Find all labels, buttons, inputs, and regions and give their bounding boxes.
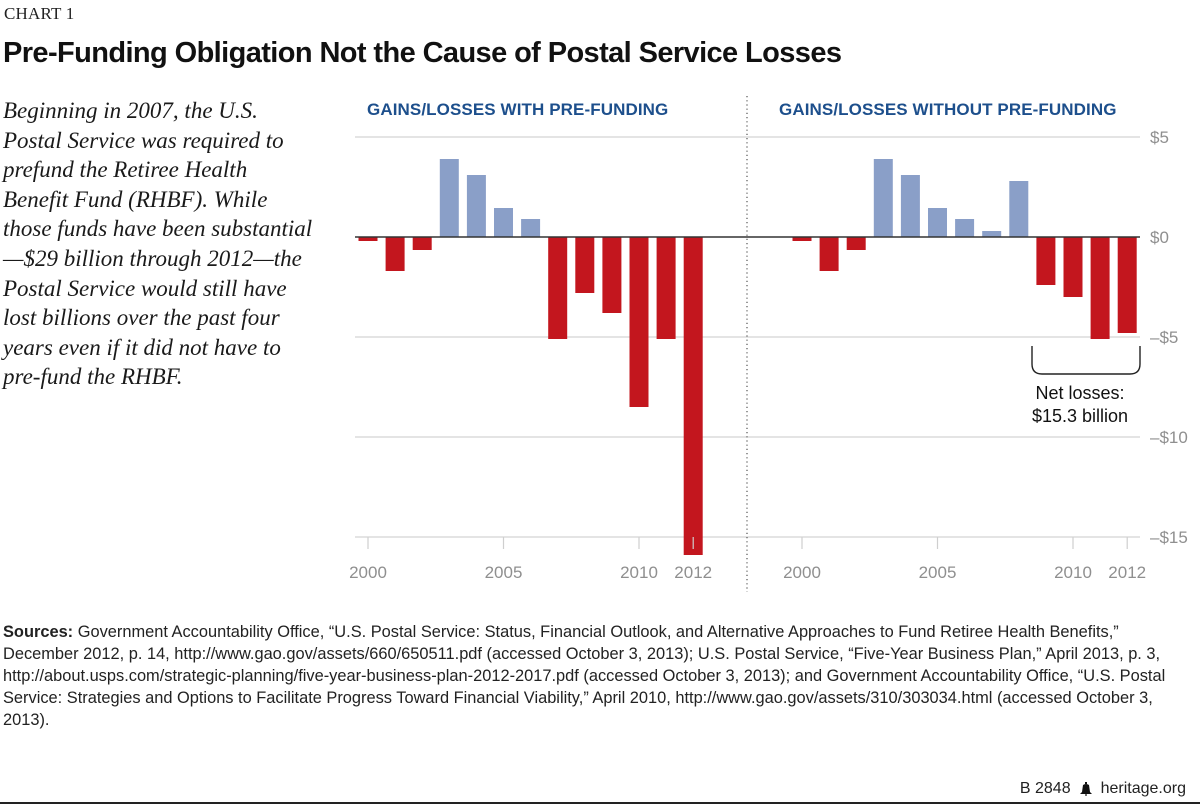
bar-2007 — [548, 237, 568, 339]
net-losses-bracket — [1031, 346, 1141, 375]
sources-note: Sources: Government Accountability Offic… — [3, 621, 1193, 731]
bar-2012 — [683, 237, 703, 555]
bar-2008 — [575, 237, 595, 293]
y-tick-label: –$5 — [1150, 328, 1178, 347]
bar-2005 — [928, 208, 947, 237]
bar-2005 — [494, 208, 513, 237]
bar-2000 — [792, 237, 812, 241]
bar-2001 — [819, 237, 839, 271]
bars — [358, 159, 1137, 555]
bar-2003 — [873, 159, 893, 237]
bar-2011 — [1090, 237, 1110, 339]
x-tick-label: 2010 — [620, 563, 658, 582]
y-tick-label: $0 — [1150, 228, 1169, 247]
panel-title-without-prefunding: GAINS/LOSSES WITHOUT PRE-FUNDING — [779, 100, 1117, 119]
bar-2009 — [1036, 237, 1056, 285]
footer-credit: B 2848 heritage.org — [1020, 780, 1186, 798]
x-tick-label: 2005 — [485, 563, 523, 582]
bar-2000 — [358, 237, 378, 241]
chart-kicker: CHART 1 — [4, 4, 75, 23]
y-tick-label: $5 — [1150, 128, 1169, 147]
panel-title-with-prefunding: GAINS/LOSSES WITH PRE-FUNDING — [367, 100, 669, 119]
bar-2003 — [439, 159, 459, 237]
sources-text: Government Accountability Office, “U.S. … — [3, 623, 1166, 729]
bar-2010 — [1063, 237, 1083, 297]
y-tick-label: –$15 — [1150, 528, 1188, 547]
x-tick-label: 2010 — [1054, 563, 1092, 582]
report-id: B 2848 — [1019, 780, 1071, 797]
bar-2002 — [412, 237, 432, 250]
annotation-line-2: $15.3 billion — [1031, 406, 1129, 426]
bar-2006 — [521, 219, 541, 237]
bar-2004 — [466, 175, 486, 237]
bar-2009 — [602, 237, 622, 313]
liberty-bell-icon — [1079, 782, 1092, 796]
x-tick-label: 2000 — [783, 563, 821, 582]
bar-2006 — [955, 219, 975, 237]
annotation-line-1: Net losses: — [1035, 383, 1125, 403]
bar-charts: 2000 2005 2010 2012 2000 2005 2010 2012 $5 $0 –$5 –… — [349, 96, 1188, 592]
axis-labels: 2000 2005 2010 2012 2000 2005 2010 2012 $5 $0 –$5 –… — [349, 128, 1188, 582]
bottom-rule — [0, 802, 1200, 804]
x-tick-label: 2000 — [349, 563, 387, 582]
bar-2007 — [982, 231, 1002, 237]
sources-label: Sources: — [3, 623, 74, 641]
bar-2011 — [656, 237, 676, 339]
net-losses-annotation: Net losses: $15.3 billion — [1020, 382, 1140, 428]
axes — [355, 236, 1140, 549]
bar-2012 — [1117, 237, 1137, 333]
intro-text: Beginning in 2007, the U.S. Postal Servi… — [3, 98, 313, 390]
bar-2002 — [846, 237, 866, 250]
x-tick-label: 2012 — [1108, 563, 1146, 582]
bar-2010 — [629, 237, 649, 407]
site-link[interactable]: heritage.org — [1100, 780, 1186, 797]
chart-title: Pre-Funding Obligation Not the Cause of … — [3, 37, 842, 69]
bar-2008 — [1009, 181, 1029, 237]
bar-2001 — [385, 237, 405, 271]
y-tick-label: –$10 — [1150, 428, 1188, 447]
x-tick-label: 2005 — [919, 563, 957, 582]
x-tick-label: 2012 — [674, 563, 712, 582]
bar-2004 — [900, 175, 920, 237]
